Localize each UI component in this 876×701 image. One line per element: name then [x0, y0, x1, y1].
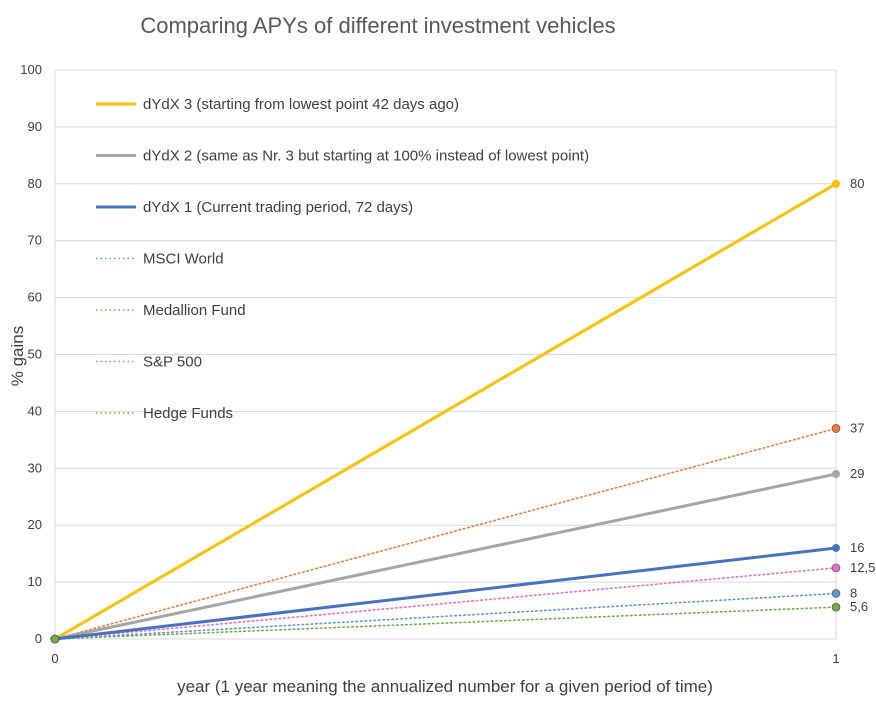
legend-label-6: S&P 500: [143, 354, 202, 371]
legend-label-7: Hedge Funds: [143, 405, 233, 422]
data-label-3: 16: [850, 540, 864, 555]
y-tick-label-0: 0: [35, 631, 42, 646]
data-labels: 80 29 16 8 37 12,5 5,6: [850, 176, 875, 614]
series-end-marker-7: [831, 602, 841, 612]
series-end-marker-1: [832, 179, 840, 188]
legend-label-4: MSCI World: [143, 251, 224, 268]
y-axis-tick-labels: 0 10 20 30 40 50 60 70 80 90 100: [20, 62, 42, 646]
y-tick-label-30: 30: [28, 460, 42, 475]
series-end-markers: [50, 179, 841, 644]
data-label-7: 5,6: [850, 599, 868, 614]
series-line-3: [53, 546, 838, 641]
y-tick-label-80: 80: [28, 176, 42, 191]
series-end-marker-2: [832, 469, 840, 478]
x-axis-title: year (1 year meaning the annualized numb…: [177, 677, 713, 696]
y-tick-label-100: 100: [20, 62, 42, 77]
series-start-marker-7: [50, 634, 60, 644]
y-tick-label-50: 50: [28, 347, 42, 362]
y-tick-label-20: 20: [28, 517, 42, 532]
y-tick-label-40: 40: [28, 403, 42, 418]
series-end-marker-3: [832, 543, 840, 552]
series-end-marker-5: [831, 424, 841, 433]
legend-label-5: Medallion Fund: [143, 302, 246, 319]
series-line-2: [53, 472, 838, 641]
legend-label-3: dYdX 1 (Current trading period, 72 days): [143, 199, 413, 216]
y-axis-title: % gains: [8, 326, 27, 386]
legend-label-1: dYdX 3 (starting from lowest point 42 da…: [143, 96, 459, 113]
chart-title: Comparing APYs of different investment v…: [140, 13, 615, 38]
series-line-4: [54, 592, 837, 640]
legend: dYdX 3 (starting from lowest point 42 da…: [96, 96, 589, 422]
series-line-7: [54, 606, 837, 640]
series-lines: [53, 182, 838, 641]
data-label-1: 80: [850, 176, 864, 191]
series-end-marker-6: [831, 563, 841, 573]
legend-label-2: dYdX 2 (same as Nr. 3 but starting at 10…: [143, 148, 589, 165]
data-label-5: 37: [850, 420, 864, 435]
y-tick-label-10: 10: [28, 574, 42, 589]
series-line-5: [54, 427, 837, 640]
y-tick-label-70: 70: [28, 233, 42, 248]
data-label-2: 29: [850, 466, 864, 481]
series-end-marker-4: [831, 589, 841, 598]
x-tick-label-1: 1: [832, 651, 839, 666]
y-tick-label-90: 90: [28, 119, 42, 134]
data-label-4: 8: [850, 585, 857, 600]
x-tick-label-0: 0: [51, 651, 58, 666]
series-line-6: [54, 567, 837, 640]
y-tick-label-60: 60: [28, 290, 42, 305]
data-label-6: 12,5: [850, 560, 875, 575]
series-line-1: [53, 182, 838, 641]
